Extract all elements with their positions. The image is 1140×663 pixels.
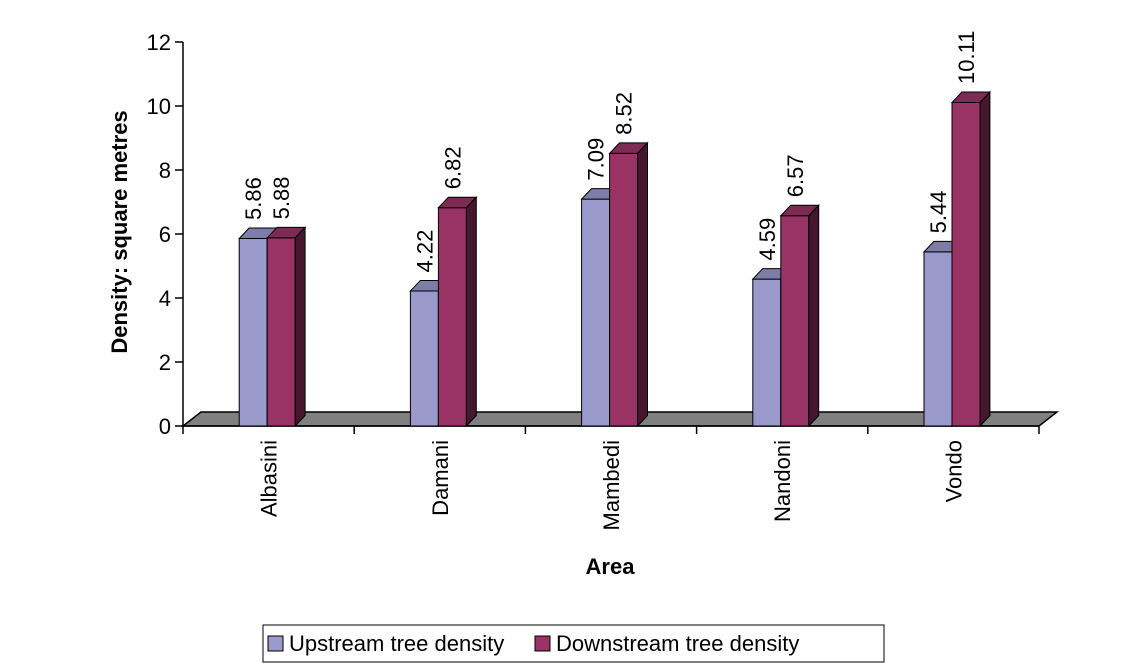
data-label: 5.44 — [926, 191, 951, 234]
x-tick-label: Vondo — [941, 440, 966, 502]
y-tick-label: 12 — [147, 30, 171, 55]
x-axis-title: Area — [586, 554, 636, 579]
y-axis-title: Density: square metres — [107, 110, 132, 353]
bar-upstream — [238, 237, 268, 427]
x-tick-label: Mambedi — [599, 440, 624, 530]
y-tick-label: 0 — [159, 414, 171, 439]
legend-swatch-upstream — [267, 635, 284, 652]
bar-upstream — [409, 290, 439, 427]
data-label: 7.09 — [584, 138, 609, 181]
bar-side-face — [465, 196, 477, 428]
data-label: 10.11 — [954, 31, 979, 84]
legend-box — [262, 624, 885, 663]
data-label: 8.52 — [612, 92, 637, 135]
bar-layer — [238, 90, 992, 428]
bar-downstream — [266, 237, 296, 427]
x-tick-label: Albasini — [257, 440, 282, 517]
data-label: 6.57 — [783, 154, 808, 197]
bar-downstream — [437, 207, 467, 427]
y-tick-label: 10 — [147, 94, 171, 119]
data-label: 5.88 — [269, 177, 294, 220]
bar-side-face — [294, 226, 306, 428]
data-label: 4.22 — [412, 230, 437, 273]
data-label: 5.86 — [241, 177, 266, 220]
bar-side-face — [808, 204, 820, 428]
axis-layer: 0 2 4 6 8 10 12 Albasini Damani Mambedi Nandoni Von… — [147, 30, 1040, 530]
x-tick-label: Nandoni — [770, 440, 795, 522]
bar-downstream — [609, 152, 639, 427]
bar-upstream — [752, 278, 782, 427]
bar-side-face — [979, 90, 991, 428]
bar-upstream — [923, 251, 953, 427]
y-tick-label: 4 — [159, 286, 171, 311]
bar-downstream — [780, 215, 810, 427]
data-label-layer: 5.86 5.88 4.22 6.82 7.098.52 4.596.57 5.44 10.1… — [241, 31, 979, 273]
legend-label-upstream: Upstream tree density — [289, 631, 504, 656]
data-label: 6.82 — [440, 146, 465, 189]
bar-downstream — [951, 101, 981, 427]
legend: Upstream tree density Downstream tree de… — [262, 624, 885, 663]
data-label: 4.59 — [755, 218, 780, 261]
y-tick-label: 2 — [159, 350, 171, 375]
x-tick-label: Damani — [428, 440, 453, 516]
y-tick-label: 8 — [159, 158, 171, 183]
bar-side-face — [637, 141, 648, 428]
y-tick-label: 6 — [159, 222, 171, 247]
legend-swatch-downstream — [534, 635, 551, 652]
bar-upstream — [581, 198, 611, 427]
legend-label-downstream: Downstream tree density — [556, 631, 799, 656]
